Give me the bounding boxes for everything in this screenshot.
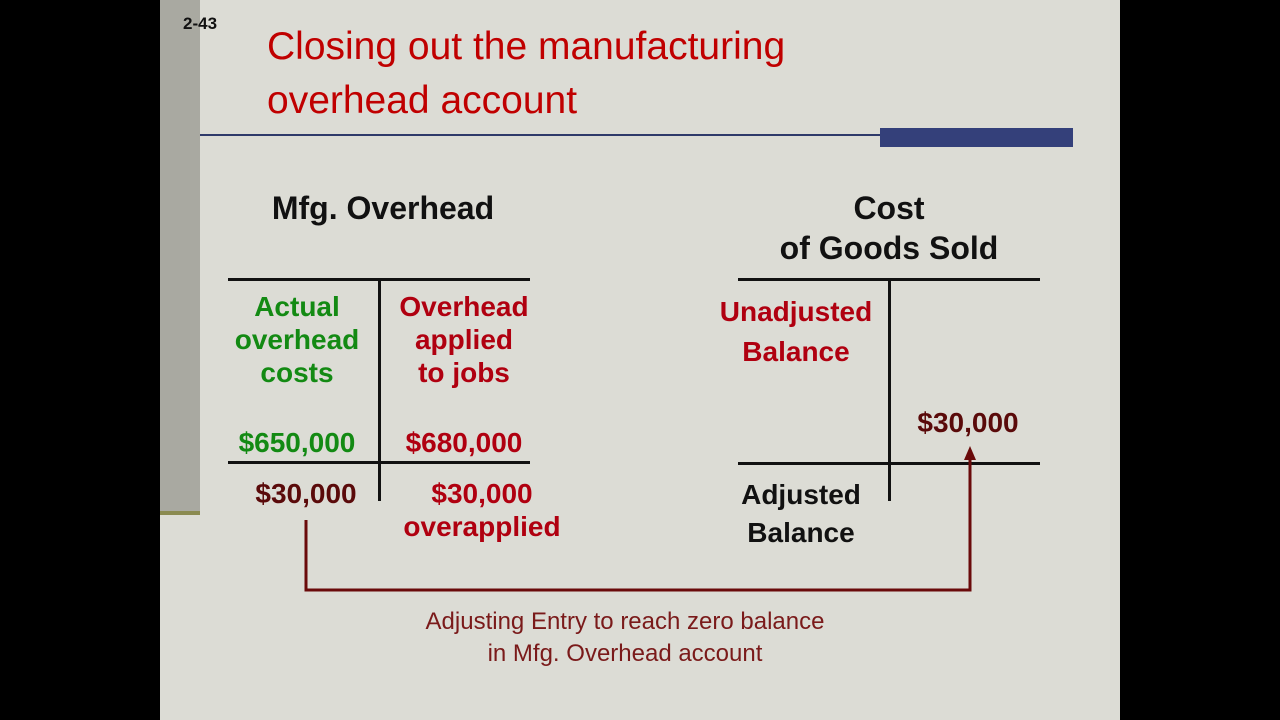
cogs-divider [888, 281, 891, 501]
unadjusted-line: Balance [742, 336, 850, 367]
t-account-divider [378, 281, 381, 501]
slide-title: Closing out the manufacturing overhead a… [267, 20, 785, 128]
caption-line: in Mfg. Overhead account [487, 640, 763, 667]
arrow-head-icon [964, 446, 976, 460]
credit-balance-amount: $30,000 [431, 478, 533, 509]
sidebar-accent-line [160, 511, 200, 515]
debit-amount: $650,000 [238, 427, 356, 458]
title-divider-block [880, 128, 1073, 147]
credit-label-line: applied [414, 324, 513, 355]
caption-line: Adjusting Entry to reach zero balance [425, 608, 825, 635]
credit-label: Overhead applied to jobs [384, 290, 544, 389]
credit-balance-note: overapplied [403, 511, 561, 542]
cogs-unadjusted-label: Unadjusted Balance [706, 292, 886, 372]
cogs-adjusted-label: Adjusted Balance [716, 476, 886, 552]
cogs-credit-amount: $30,000 [917, 407, 1019, 438]
cogs-heading-line: Cost [853, 190, 925, 226]
debit-label-line: Actual [254, 291, 340, 322]
arrow-path [304, 458, 972, 592]
t-account-top-line [228, 278, 530, 281]
adjusted-line: Adjusted [741, 479, 861, 510]
unadjusted-line: Unadjusted [719, 296, 873, 327]
mfg-overhead-heading: Mfg. Overhead [271, 190, 495, 226]
debit-label-line: costs [260, 357, 334, 388]
title-line-2: overhead account [267, 79, 578, 122]
credit-amount: $680,000 [405, 427, 523, 458]
slide-sidebar-bar [160, 0, 200, 513]
cogs-top-line [738, 278, 1040, 281]
title-line-1: Closing out the manufacturing [267, 25, 786, 68]
credit-label-line: to jobs [418, 357, 510, 388]
adjusted-line: Balance [747, 517, 855, 548]
t-account-total-line [228, 461, 530, 464]
caption: Adjusting Entry to reach zero balance in… [380, 606, 870, 670]
title-divider [200, 134, 1073, 136]
slide [160, 0, 1120, 720]
debit-label: Actual overhead costs [222, 290, 372, 389]
cogs-heading-line: of Goods Sold [779, 230, 999, 266]
cogs-heading: Cost of Goods Sold [738, 188, 1040, 268]
cogs-total-line [738, 462, 1040, 465]
credit-balance: $30,000 overapplied [384, 477, 580, 543]
debit-label-line: overhead [234, 324, 360, 355]
debit-adjustment: $30,000 [255, 478, 357, 509]
slide-number: 2-43 [183, 14, 218, 33]
credit-label-line: Overhead [399, 291, 529, 322]
